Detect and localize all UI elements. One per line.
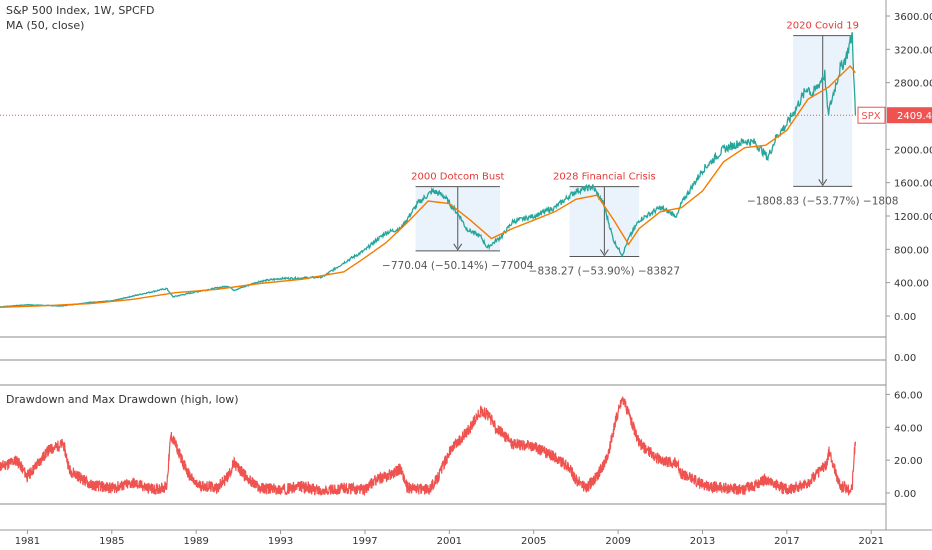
drawdown-axis-tick-label: 20.00 [894, 456, 923, 467]
annotation-title: 2028 Financial Crisis [553, 172, 656, 183]
time-axis-tick-label: 1993 [268, 536, 293, 547]
time-axis-tick-label: 2013 [690, 536, 715, 547]
price-axis-tick-label: 2800.00 [894, 79, 932, 90]
drawdown-axis-tick-label: 0.00 [894, 489, 916, 500]
price-axis-tick-label: 0.00 [894, 312, 916, 323]
symbol-badge-label: SPX [861, 111, 880, 122]
measure-label: −770.04 (−50.14%) −77004 [382, 260, 534, 272]
time-axis-tick-label: 1997 [352, 536, 377, 547]
price-axis-tick-label: 3200.00 [894, 45, 932, 56]
price-axis-tick-label: 1200.00 [894, 212, 932, 223]
time-axis-tick-label: 2009 [605, 536, 630, 547]
time-axis-tick-label: 1989 [183, 536, 208, 547]
last-price-badge [887, 107, 932, 124]
measure-arrow-head [453, 243, 463, 251]
time-axis-tick-label: 1985 [99, 536, 124, 547]
ma-series-line [0, 64, 856, 308]
measure-arrow-head [818, 179, 828, 187]
empty-pane-tick-label: 0.00 [894, 353, 916, 364]
drawdown-axis-tick-label: 40.00 [894, 423, 923, 434]
time-axis-tick-label: 2017 [774, 536, 799, 547]
measure-arrow-head [599, 249, 609, 257]
measure-label: −1808.83 (−53.77%) −1808 [747, 195, 898, 207]
symbol-badge [857, 106, 886, 124]
price-series-line [0, 32, 857, 308]
time-axis-tick-label: 2021 [859, 536, 884, 547]
drawdown-pane-title: Drawdown and Max Drawdown (high, low) [6, 393, 239, 406]
price-axis-tick-label: 3600.00 [894, 12, 932, 23]
annotation-title: 2020 Covid 19 [786, 21, 859, 32]
last-price-value: 2409.40 [897, 111, 932, 122]
price-axis-tick-label: 2000.00 [894, 145, 932, 156]
time-axis-tick-label: 2001 [437, 536, 462, 547]
annotation-title: 2000 Dotcom Bust [411, 172, 504, 183]
drawdown-series-line [0, 396, 856, 496]
ma-legend-label: MA (50, close) [6, 19, 85, 32]
price-axis-tick-label: 800.00 [894, 245, 929, 256]
measure-label: −838.27 (−53.90%) −83827 [529, 266, 680, 278]
price-axis-tick-label: 1600.00 [894, 179, 932, 190]
time-axis-tick-label: 1981 [15, 536, 40, 547]
time-axis-tick-label: 2005 [521, 536, 546, 547]
drawdown-axis-tick-label: 60.00 [894, 390, 923, 401]
header-symbol-line: S&P 500 Index, 1W, SPCFD [6, 4, 155, 17]
price-axis-tick-label: 400.00 [894, 279, 929, 290]
